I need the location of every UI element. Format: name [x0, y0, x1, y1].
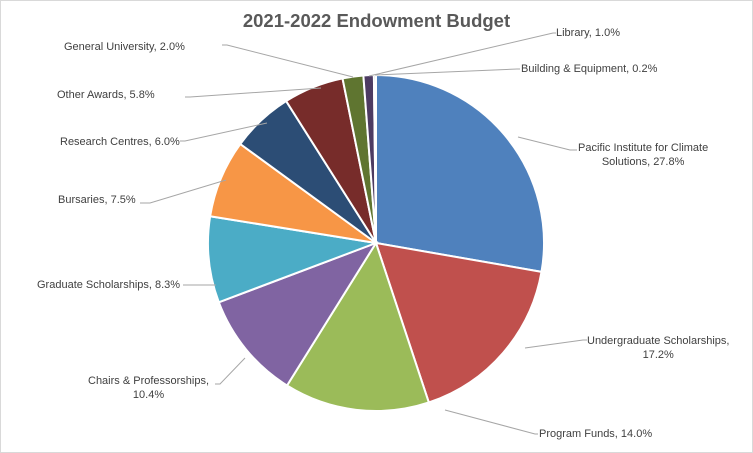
label-undergrad-line1: Undergraduate Scholarships,	[587, 335, 730, 347]
label-pics: Pacific Institute for Climate Solutions,…	[578, 141, 708, 169]
label-other-awards: Other Awards, 5.8%	[57, 89, 155, 101]
label-chairs-line2: 10.4%	[132, 389, 165, 401]
label-pics-line1: Pacific Institute for Climate	[578, 142, 709, 154]
pie-slice-program-funds	[285, 240, 431, 412]
label-undergrad-line2: 17.2%	[642, 349, 674, 361]
label-undergrad: Undergraduate Scholarships, 17.2%	[587, 334, 729, 362]
label-program-funds: Program Funds, 14.0%	[539, 428, 653, 440]
pie-slices	[207, 73, 545, 412]
label-graduate: Graduate Scholarships, 8.3%	[37, 279, 181, 291]
label-pics-line2: Solutions, 27.8%	[601, 156, 685, 168]
label-library: Library, 1.0%	[556, 27, 620, 39]
pie-slice-undergraduate-scholarships	[374, 241, 543, 404]
label-building-equipment: Building & Equipment, 0.2%	[521, 63, 658, 75]
pie-slice-graduate-scholarships	[207, 215, 380, 304]
label-bursaries: Bursaries, 7.5%	[58, 194, 136, 206]
pie-slice-chairs-professorships	[217, 241, 379, 387]
leader-lines	[140, 32, 587, 435]
pie-slice-pacific-institute-for-climate-solutions	[375, 73, 545, 273]
label-research-centres: Research Centres, 6.0%	[60, 136, 180, 148]
label-general-university: General University, 2.0%	[64, 41, 185, 53]
label-chairs-line1: Chairs & Professorships,	[88, 375, 210, 387]
label-chairs: Chairs & Professorships, 10.4%	[88, 374, 209, 402]
chart-title: 2021-2022 Endowment Budget	[242, 10, 511, 31]
